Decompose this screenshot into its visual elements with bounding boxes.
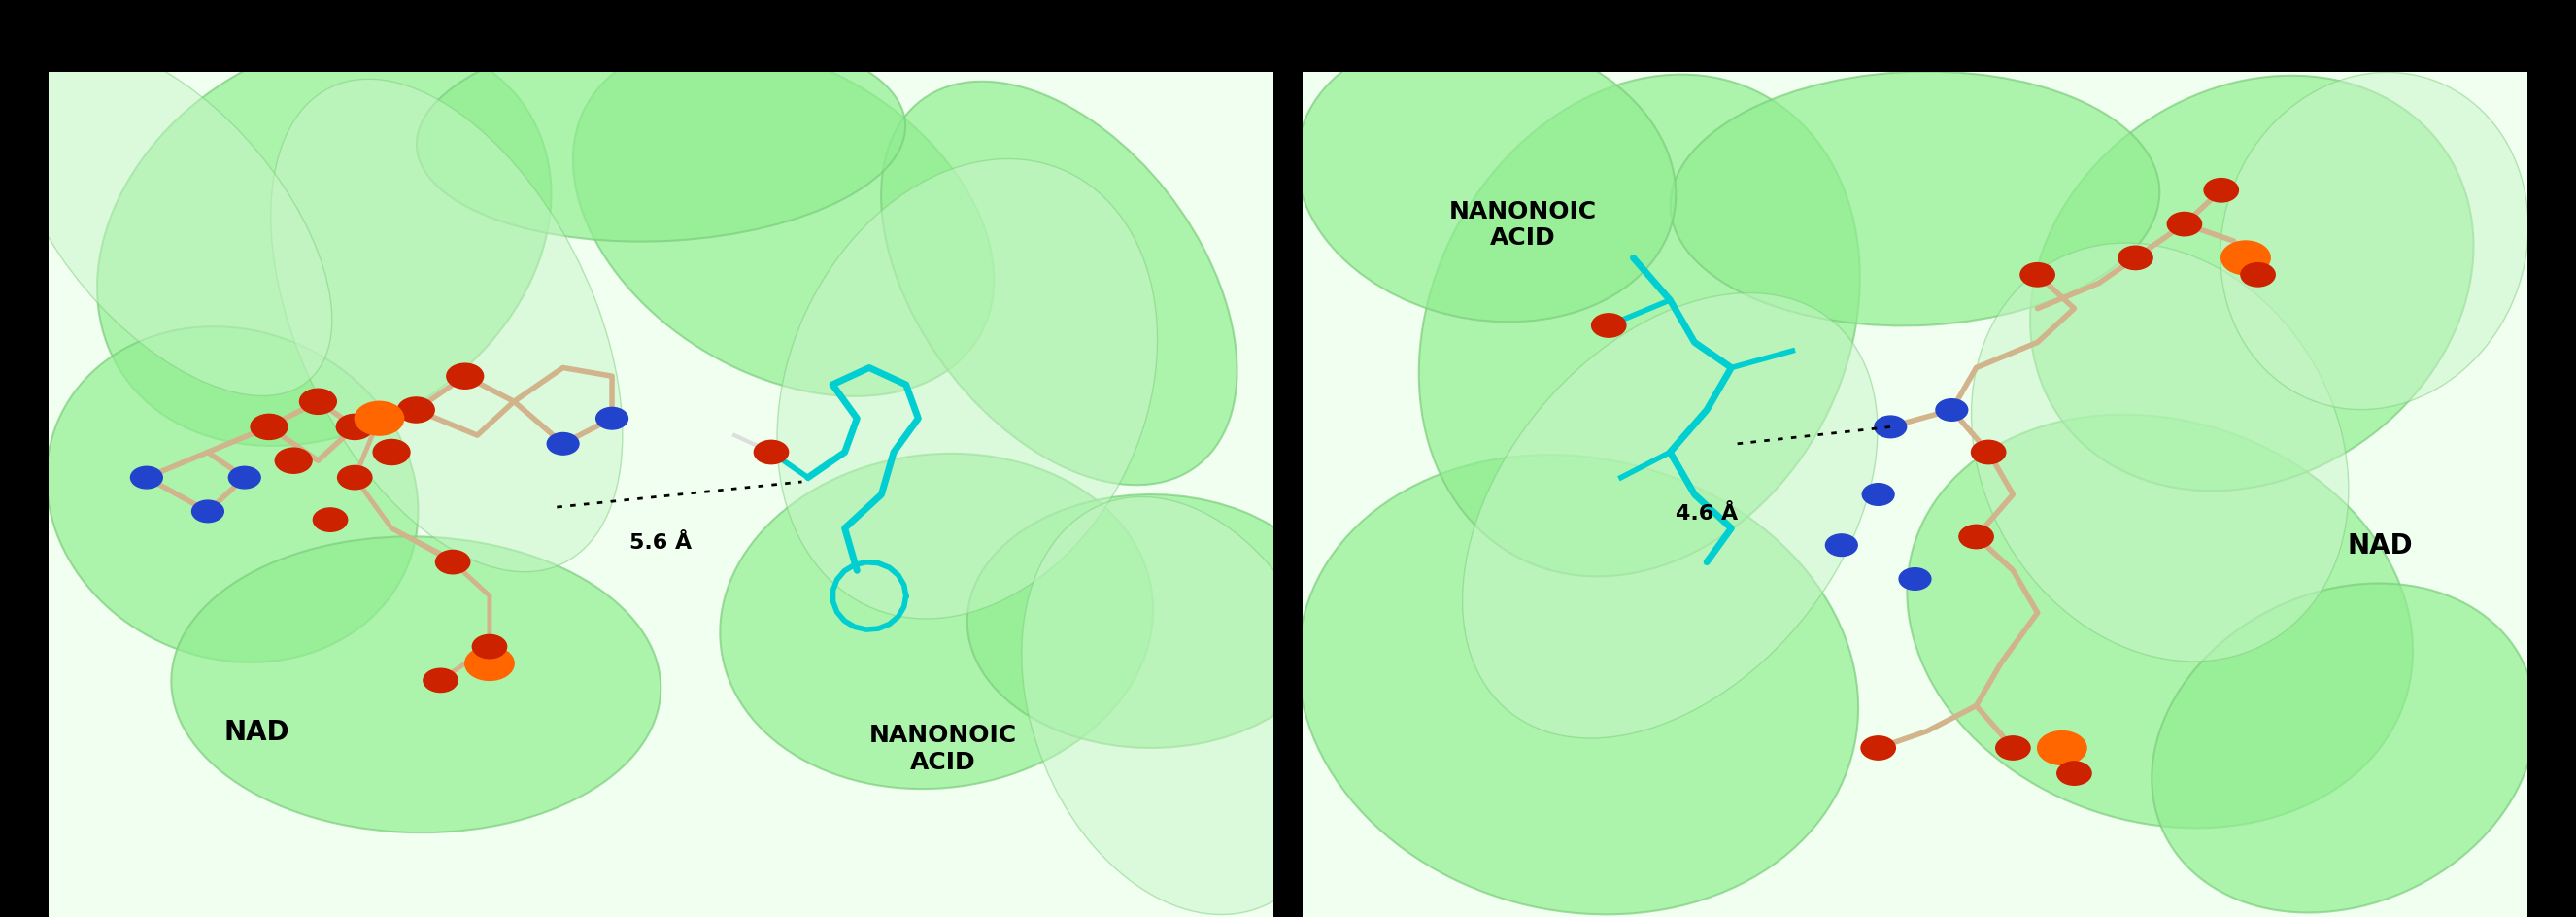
Circle shape xyxy=(337,414,374,440)
Circle shape xyxy=(2020,263,2056,287)
Circle shape xyxy=(1875,416,1906,438)
Ellipse shape xyxy=(778,160,1157,619)
Ellipse shape xyxy=(2030,76,2473,492)
Circle shape xyxy=(446,364,484,390)
Ellipse shape xyxy=(417,30,904,242)
Circle shape xyxy=(1860,736,1896,760)
Circle shape xyxy=(314,508,348,532)
Circle shape xyxy=(250,414,289,440)
Circle shape xyxy=(397,398,435,423)
Ellipse shape xyxy=(1971,244,2349,662)
Circle shape xyxy=(337,466,371,490)
Ellipse shape xyxy=(1669,72,2159,326)
Circle shape xyxy=(422,668,459,692)
Ellipse shape xyxy=(966,495,1334,748)
Ellipse shape xyxy=(1419,75,1860,577)
Ellipse shape xyxy=(170,537,662,833)
Circle shape xyxy=(131,467,162,489)
Circle shape xyxy=(355,402,404,436)
Circle shape xyxy=(1862,484,1893,506)
Circle shape xyxy=(276,448,312,474)
Circle shape xyxy=(2166,213,2202,237)
Circle shape xyxy=(1935,400,1968,422)
Ellipse shape xyxy=(1463,293,1878,738)
Text: 5.6 Å: 5.6 Å xyxy=(631,533,693,552)
Text: NANONOIC
ACID: NANONOIC ACID xyxy=(1450,200,1597,249)
Circle shape xyxy=(595,408,629,430)
Ellipse shape xyxy=(46,327,417,663)
Text: NANONOIC
ACID: NANONOIC ACID xyxy=(868,723,1018,773)
Circle shape xyxy=(374,440,410,465)
Ellipse shape xyxy=(1296,34,1677,323)
Circle shape xyxy=(466,646,515,680)
Circle shape xyxy=(1826,535,1857,557)
Circle shape xyxy=(1960,525,1994,549)
Text: NAD: NAD xyxy=(224,718,289,745)
Text: 4.6 Å: 4.6 Å xyxy=(1674,503,1739,523)
Circle shape xyxy=(2058,762,2092,785)
Circle shape xyxy=(1899,569,1932,591)
Ellipse shape xyxy=(721,454,1154,789)
Ellipse shape xyxy=(2221,73,2527,410)
Ellipse shape xyxy=(98,37,551,447)
Circle shape xyxy=(2038,731,2087,765)
Circle shape xyxy=(435,550,469,574)
Circle shape xyxy=(471,635,507,658)
Circle shape xyxy=(546,433,580,455)
Circle shape xyxy=(1592,315,1625,337)
Ellipse shape xyxy=(1906,415,2414,828)
Text: NAD: NAD xyxy=(2347,532,2414,559)
Ellipse shape xyxy=(881,83,1236,485)
Ellipse shape xyxy=(10,45,332,396)
Circle shape xyxy=(229,467,260,489)
Circle shape xyxy=(755,441,788,465)
Ellipse shape xyxy=(270,80,623,572)
Circle shape xyxy=(2117,247,2154,271)
Circle shape xyxy=(1971,441,2007,465)
Ellipse shape xyxy=(572,44,994,397)
Ellipse shape xyxy=(2151,584,2535,912)
Circle shape xyxy=(2221,241,2269,275)
Circle shape xyxy=(2241,263,2275,287)
Circle shape xyxy=(299,390,337,414)
Circle shape xyxy=(2205,179,2239,203)
Circle shape xyxy=(191,501,224,523)
Ellipse shape xyxy=(1298,455,1857,914)
Circle shape xyxy=(1996,736,2030,760)
Ellipse shape xyxy=(1023,497,1342,914)
